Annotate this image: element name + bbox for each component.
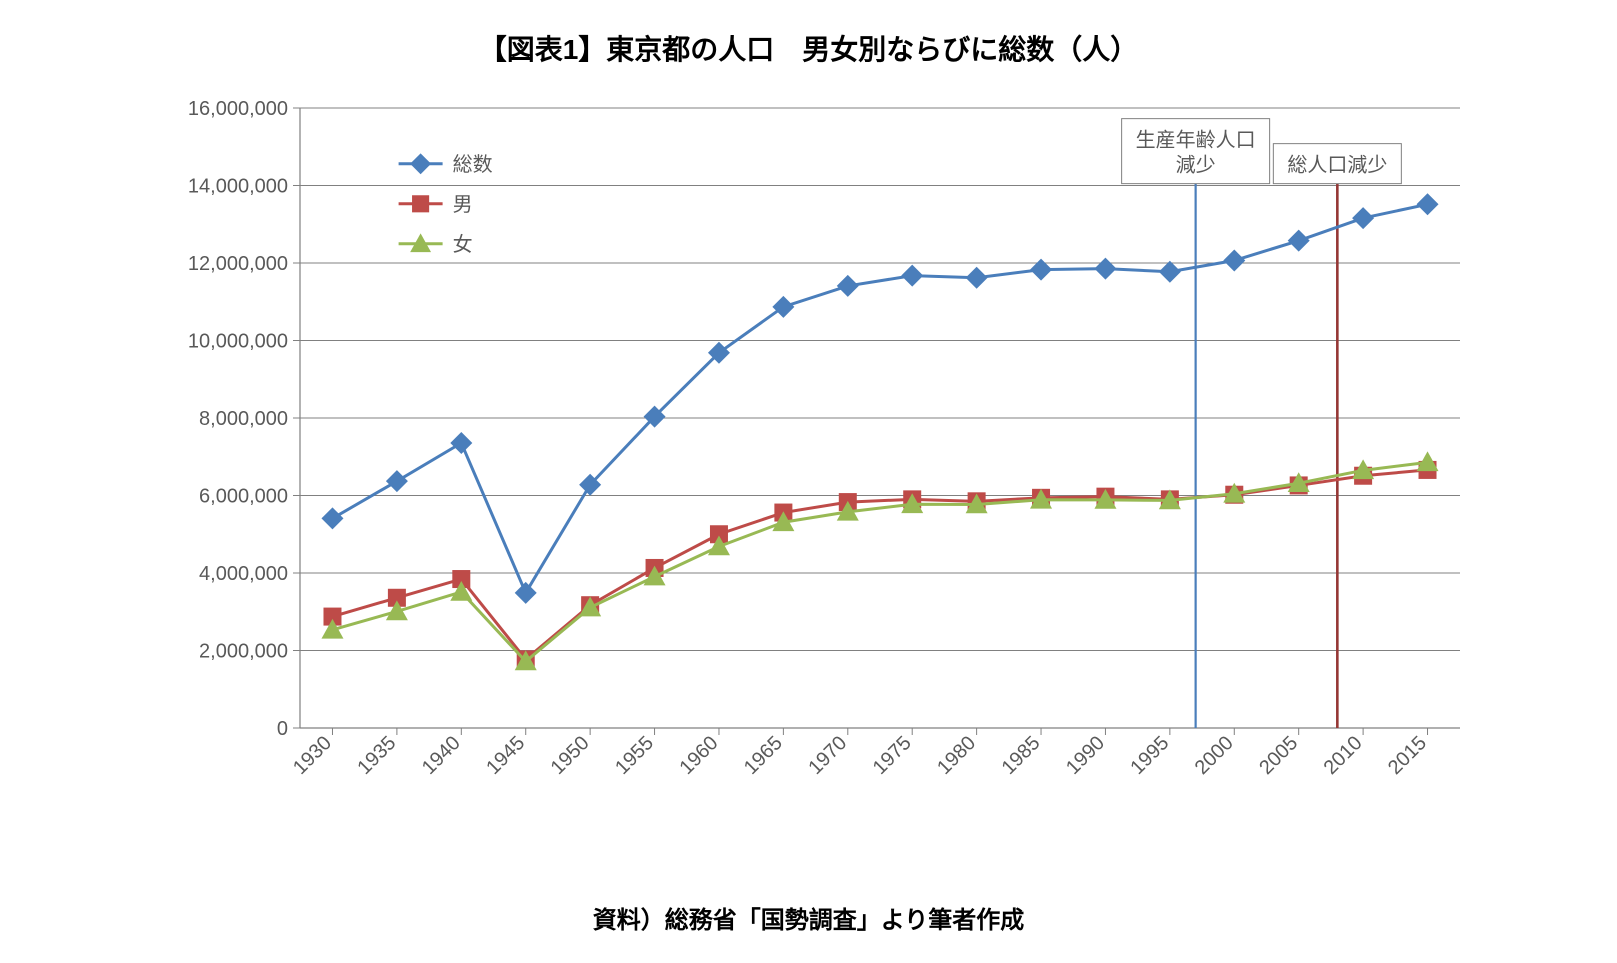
y-tick-label: 12,000,000 [188, 253, 288, 275]
y-tick-label: 2,000,000 [199, 641, 288, 663]
y-tick-label: 16,000,000 [188, 98, 288, 120]
line-chart: 0 2,000,000 4,000,000 6,000,000 8,000,000 10,… [140, 98, 1480, 838]
y-tick-label: 4,000,000 [199, 563, 288, 585]
source-note: 資料）総務省「国勢調査」より筆者作成 [0, 900, 1617, 935]
y-tick-label: 14,000,000 [188, 176, 288, 198]
annotation-text-total_pop_decline: 総人口減少 [1287, 154, 1387, 177]
chart-title: 【図表1】東京都の人口 男女別ならびに総数（人） [0, 28, 1617, 68]
y-tick-label: 8,000,000 [199, 408, 288, 430]
legend-label-total: 総数 [453, 153, 493, 176]
legend-label-male: 男 [453, 194, 473, 216]
chart-container: 0 2,000,000 4,000,000 6,000,000 8,000,000 10,… [140, 98, 1480, 838]
y-tick-label: 6,000,000 [199, 486, 288, 508]
marker-square [412, 195, 429, 212]
y-tick-label: 10,000,000 [188, 331, 288, 353]
annotation-text-working_age_decline: 生産年齢人口 [1136, 129, 1256, 152]
legend-label-female: 女 [453, 233, 473, 256]
annotation-text-working_age_decline: 減少 [1176, 154, 1216, 177]
page: 【図表1】東京都の人口 男女別ならびに総数（人） 0 2,000,000 4,000… [0, 0, 1617, 963]
y-tick-label: 0 [277, 718, 288, 740]
